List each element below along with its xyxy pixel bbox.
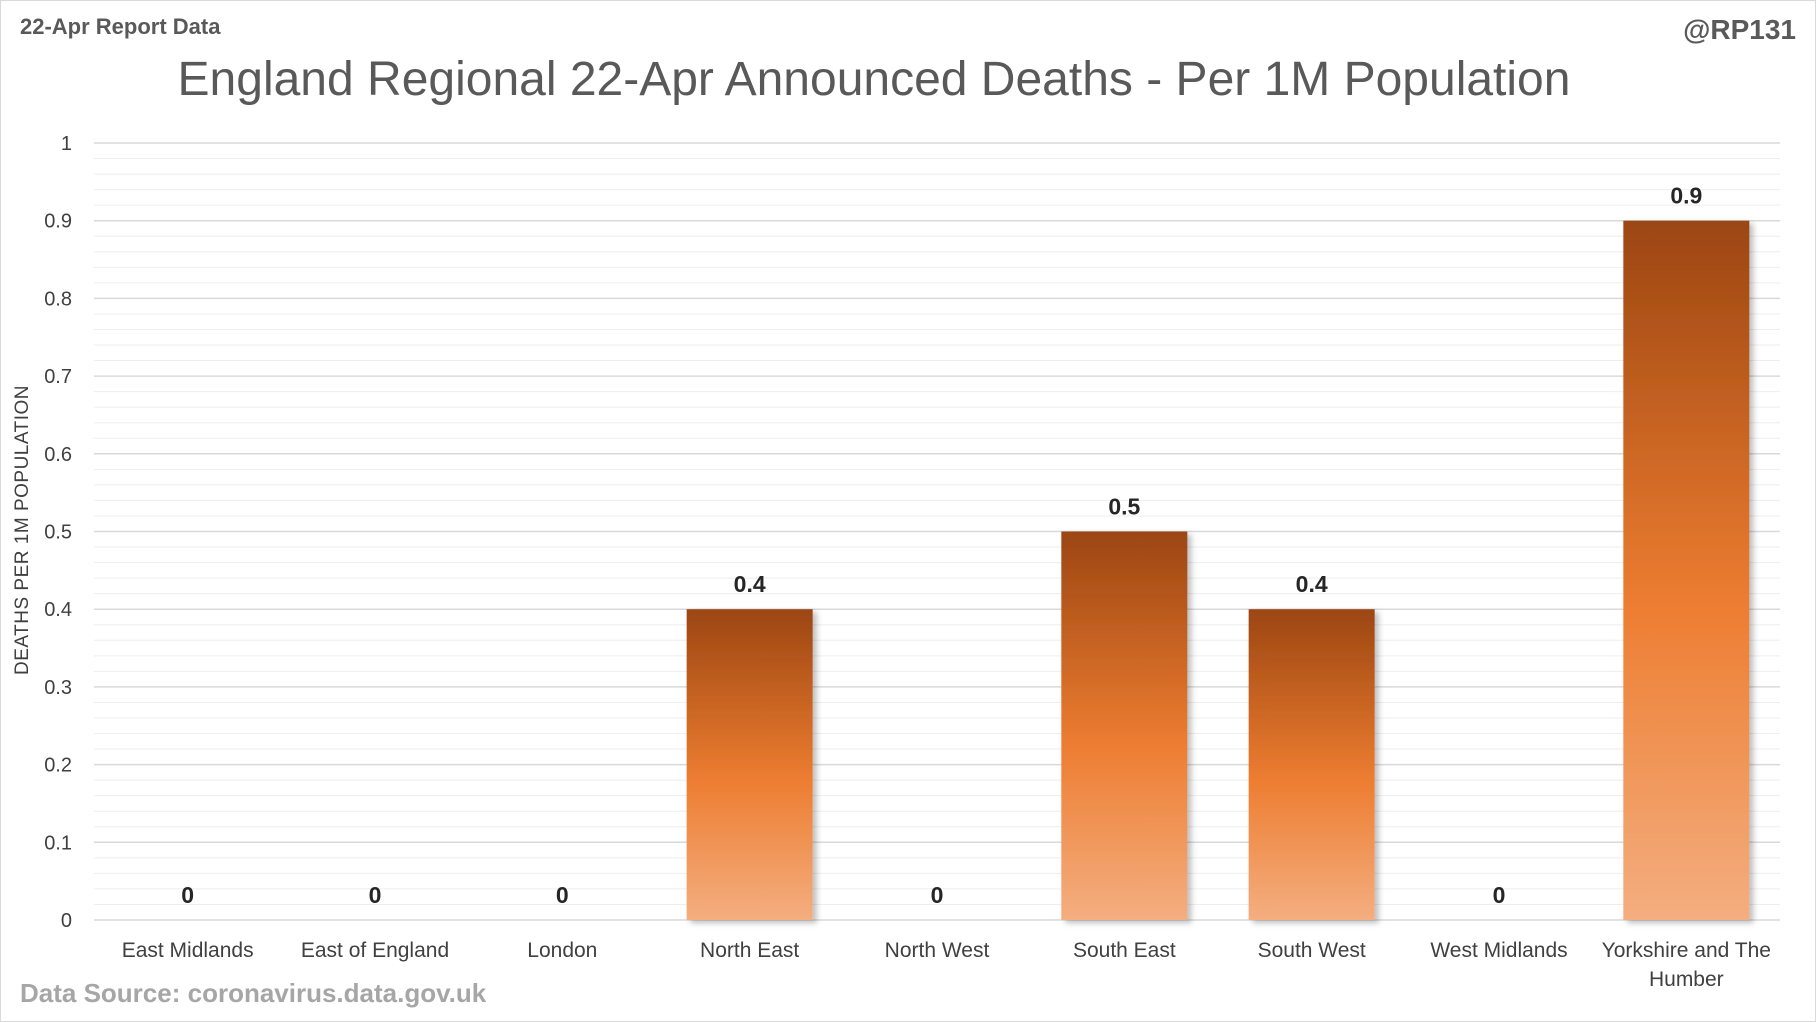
y-tick-label: 0.7 (44, 366, 72, 388)
data-label: 0 (369, 882, 382, 908)
x-axis-ticks: East Midlands East of England London North … (122, 939, 1771, 991)
data-labels: 0 0 0 0.4 0 0.5 0.4 0 0.9 (181, 183, 1702, 908)
gridlines (94, 142, 1780, 921)
data-label: 0 (1493, 882, 1506, 908)
bar (1623, 220, 1750, 920)
y-tick-label: 0.5 (44, 522, 72, 544)
y-tick-label: 0.1 (44, 832, 72, 854)
data-label: 0.4 (734, 571, 766, 597)
x-tick-label: East Midlands (122, 939, 254, 962)
data-label: 0 (931, 882, 944, 908)
bar (1248, 609, 1375, 920)
x-tick-label: East of England (301, 939, 449, 962)
x-tick-label: South East (1073, 939, 1176, 962)
y-tick-label: 0.3 (44, 677, 72, 699)
x-tick-label: London (527, 939, 597, 962)
y-tick-label: 1 (61, 133, 72, 155)
x-tick-label: South West (1258, 939, 1366, 962)
data-label: 0.9 (1670, 183, 1702, 209)
report-date-label: 22-Apr Report Data (20, 14, 221, 39)
x-tick-label: North East (700, 939, 799, 962)
x-tick-label: Yorkshire and The Humber (1602, 939, 1771, 991)
y-tick-label: 0 (61, 910, 72, 932)
data-label: 0 (181, 882, 194, 908)
bar (1061, 531, 1188, 920)
y-tick-label: 0.8 (44, 288, 72, 310)
y-tick-label: 0.4 (44, 599, 72, 621)
data-label: 0.4 (1296, 571, 1328, 597)
y-tick-label: 0.9 (44, 211, 72, 233)
data-label: 0.5 (1108, 494, 1140, 520)
y-axis-label: DEATHS PER 1M POPULATION (12, 385, 33, 675)
author-handle: @RP131 (1683, 14, 1796, 45)
bars (686, 220, 1750, 920)
y-tick-label: 0.6 (44, 444, 72, 466)
chart-title: England Regional 22-Apr Announced Deaths… (178, 53, 1571, 106)
data-label: 0 (556, 882, 569, 908)
y-axis-ticks: 0 0.1 0.2 0.3 0.4 0.5 0.6 0.7 0.8 0.9 1 (44, 133, 72, 932)
bar (686, 609, 813, 920)
data-source-note: Data Source: coronavirus.data.gov.uk (20, 978, 487, 1008)
x-tick-label: West Midlands (1430, 939, 1567, 962)
x-tick-label: North West (885, 939, 990, 962)
y-tick-label: 0.2 (44, 755, 72, 777)
